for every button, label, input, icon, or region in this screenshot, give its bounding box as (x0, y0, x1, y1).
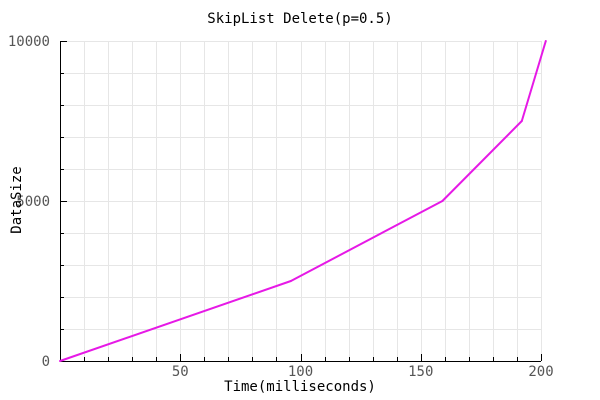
y-tick-label: 10000 (8, 34, 50, 50)
series-point (59, 360, 61, 362)
x-tick-label: 200 (528, 364, 553, 380)
y-tick-label: 0 (42, 354, 50, 370)
y-axis-label: DataSize (9, 166, 25, 233)
x-axis-label: Time(milliseconds) (224, 379, 376, 395)
series-point (520, 120, 523, 122)
series-point (289, 280, 292, 282)
x-tick-label: 150 (408, 364, 433, 380)
y-tick-label: 5000 (16, 194, 50, 210)
x-tick-label: 50 (172, 364, 189, 380)
x-tick-label: 100 (288, 364, 313, 380)
ticks: 50 100 150 200 0 5000 10000 (8, 34, 554, 380)
series (59, 40, 547, 362)
chart-title: SkipList Delete(p=0.5) (207, 11, 392, 27)
series-point (441, 200, 444, 202)
grid (60, 41, 542, 361)
series-point (544, 40, 547, 42)
